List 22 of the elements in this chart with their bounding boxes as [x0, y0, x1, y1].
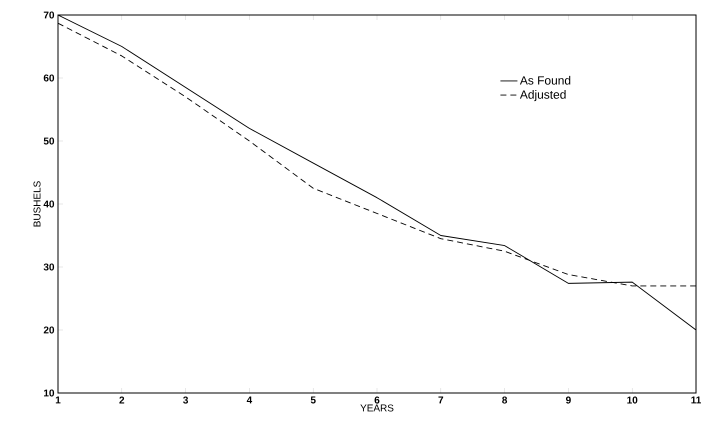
legend-label: As Found	[520, 76, 570, 85]
x-tick-label: 7	[438, 396, 444, 404]
x-tick-label: 8	[502, 396, 508, 404]
x-tick-label: 9	[566, 396, 571, 404]
y-tick-label: 30	[44, 263, 54, 271]
x-tick-label: 3	[183, 396, 188, 404]
x-tick-label: 2	[119, 396, 124, 404]
legend-label: Adjusted	[520, 90, 566, 102]
y-tick-label: 10	[44, 389, 54, 397]
x-tick-label: 11	[691, 396, 701, 404]
y-axis-title: BUSHELS	[33, 181, 41, 226]
x-tick-label: 5	[310, 396, 316, 404]
y-tick-label: 40	[44, 200, 54, 208]
x-tick-label: 1	[56, 396, 60, 404]
x-tick-label: 4	[246, 396, 252, 404]
y-tick-label: 20	[44, 326, 54, 334]
x-tick-label: 6	[374, 396, 380, 404]
y-tick-label: 60	[44, 74, 54, 82]
x-tick-label: 10	[627, 396, 638, 404]
y-tick-label: 70	[44, 11, 54, 19]
y-tick-label: 50	[44, 137, 54, 145]
x-axis-title: YEARS	[360, 404, 394, 412]
